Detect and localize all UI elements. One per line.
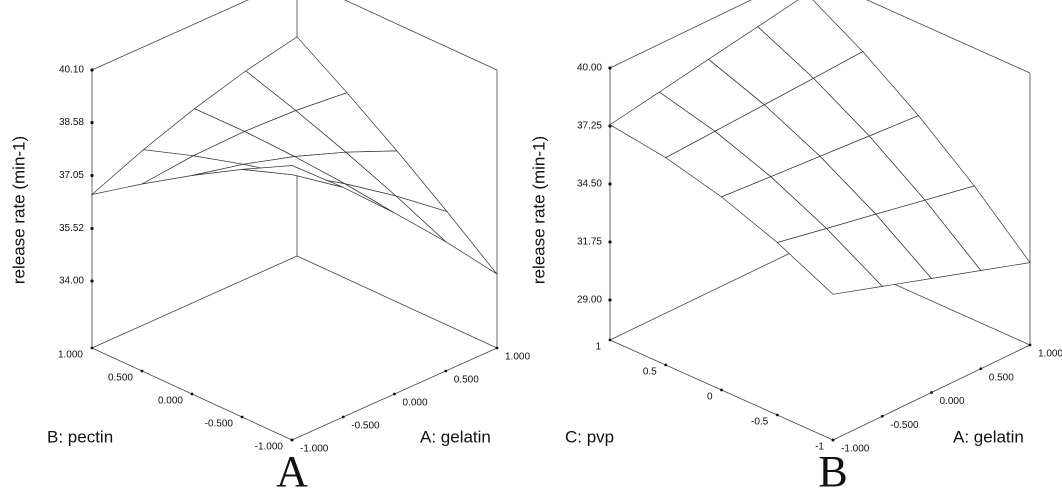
z-tick bbox=[90, 226, 94, 231]
surface-cell bbox=[776, 228, 884, 295]
y-axis-title: C: pvp bbox=[565, 427, 614, 446]
z-tick-label: 34.50 bbox=[577, 179, 602, 190]
box-edge bbox=[609, 244, 808, 341]
x-tick-label: -1.000 bbox=[300, 444, 329, 455]
y-tick-label: 0.500 bbox=[108, 373, 133, 384]
y-tick bbox=[608, 338, 612, 342]
surface-cell bbox=[241, 165, 344, 188]
x-axis-title: A: gelatin bbox=[420, 427, 491, 446]
z-tick-label: 38.58 bbox=[59, 117, 84, 128]
z-tick-label: 37.05 bbox=[59, 170, 84, 181]
y-tick-label: 0.5 bbox=[643, 367, 657, 378]
y-tick bbox=[190, 392, 194, 396]
panel-label: B bbox=[818, 447, 847, 496]
z-tick bbox=[608, 298, 612, 302]
y-tick bbox=[664, 363, 668, 367]
box-edge bbox=[91, 0, 249, 71]
x-tick-label: 0.500 bbox=[989, 372, 1014, 383]
y-tick-label: 1.000 bbox=[58, 350, 83, 361]
y-tick-label: 0 bbox=[707, 392, 713, 403]
y-tick-label: -1.000 bbox=[255, 442, 284, 453]
x-tick-label: -0.500 bbox=[890, 420, 919, 431]
z-tick bbox=[90, 173, 94, 178]
surface-cell bbox=[395, 195, 498, 275]
x-tick-label: 1.000 bbox=[1038, 349, 1062, 360]
z-tick-label: 40.00 bbox=[577, 63, 602, 74]
x-tick bbox=[444, 369, 448, 373]
x-tick bbox=[495, 346, 499, 350]
z-axis-title: release rate (min-1) bbox=[529, 136, 548, 284]
y-tick bbox=[90, 346, 94, 350]
z-tick bbox=[90, 279, 94, 283]
x-tick-label: -0.500 bbox=[351, 421, 380, 432]
x-tick-label: 0.000 bbox=[940, 396, 965, 407]
box-edge bbox=[866, 0, 1031, 74]
z-axis-title: release rate (min-1) bbox=[9, 136, 28, 284]
y-tick bbox=[240, 415, 244, 419]
x-tick bbox=[393, 392, 396, 396]
z-tick-label: 29.00 bbox=[577, 295, 602, 306]
z-tick bbox=[90, 120, 94, 125]
x-tick-label: -1.000 bbox=[841, 444, 870, 455]
z-tick bbox=[90, 68, 94, 72]
x-tick bbox=[880, 414, 884, 418]
z-tick-label: 34.00 bbox=[59, 276, 84, 287]
z-tick bbox=[608, 240, 612, 244]
y-tick-label: -0.5 bbox=[751, 417, 769, 428]
y-tick-label: 1 bbox=[595, 342, 601, 353]
z-tick-label: 31.75 bbox=[577, 237, 602, 248]
y-tick bbox=[831, 438, 835, 442]
x-tick-label: 0.500 bbox=[454, 375, 479, 386]
z-tick bbox=[608, 182, 612, 186]
y-tick-label: -0.500 bbox=[205, 419, 234, 430]
x-tick bbox=[1028, 343, 1032, 347]
y-tick bbox=[140, 369, 144, 373]
z-tick-label: 40.10 bbox=[59, 65, 84, 76]
z-tick-label: 35.52 bbox=[59, 223, 84, 234]
x-tick bbox=[979, 367, 983, 371]
panel-label: A bbox=[276, 447, 308, 496]
x-axis-title: A: gelatin bbox=[953, 427, 1024, 446]
y-axis-title: B: pectin bbox=[47, 427, 113, 446]
box-edge bbox=[91, 255, 298, 349]
y-tick-label: -1 bbox=[815, 442, 824, 453]
y-tick bbox=[775, 413, 779, 417]
z-tick-label: 37.25 bbox=[577, 121, 602, 132]
y-tick-label: 0.000 bbox=[158, 396, 183, 407]
y-tick bbox=[290, 438, 294, 442]
x-tick-label: 0.000 bbox=[403, 398, 428, 409]
box-edge bbox=[609, 0, 752, 69]
x-tick bbox=[341, 415, 345, 419]
x-tick-label: 1.000 bbox=[505, 352, 530, 363]
box-edge bbox=[296, 255, 498, 349]
box-edge bbox=[343, 0, 498, 71]
x-tick bbox=[930, 391, 933, 394]
z-tick bbox=[608, 66, 612, 70]
y-tick bbox=[720, 388, 723, 392]
